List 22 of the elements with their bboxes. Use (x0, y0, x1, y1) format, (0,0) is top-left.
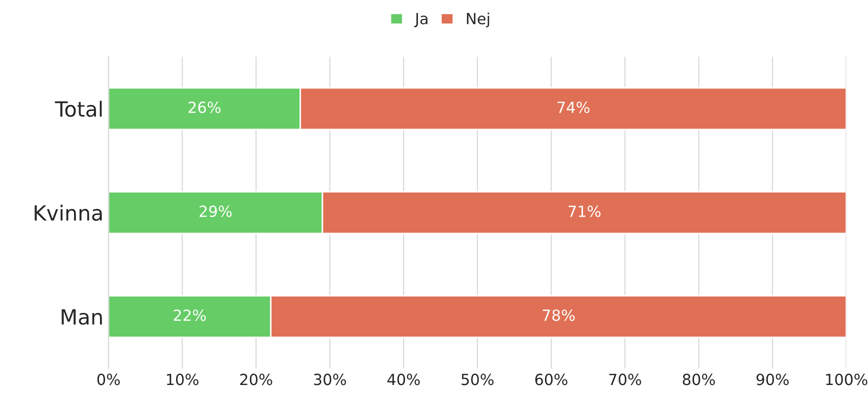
x-tick-label: 20% (240, 374, 272, 386)
legend-label: Nej (466, 12, 490, 28)
text: 71% (568, 206, 601, 218)
text: 29% (200, 206, 232, 218)
y-tick-label: Man (62, 309, 102, 325)
x-tick-label: 60% (535, 374, 568, 386)
x-tick-label: 40% (387, 374, 420, 386)
x-tick-label: 30% (314, 374, 346, 386)
text: 22% (174, 309, 206, 322)
x-tick-label: 80% (682, 374, 715, 386)
y-tick-label: Total (54, 100, 102, 117)
text: 74% (558, 102, 590, 114)
text: 26% (188, 102, 221, 114)
x-tick-label: 70% (609, 374, 642, 386)
x-tick-label: 10% (166, 374, 198, 386)
x-tick-label: 0% (97, 374, 120, 386)
x-tick-label: 90% (756, 374, 789, 386)
text: 78% (542, 309, 575, 322)
legend-label: Ja (414, 13, 428, 28)
x-tick-label: 100% (826, 374, 868, 386)
y-tick-label: Kvinna (34, 204, 102, 221)
x-tick-label: 50% (462, 374, 494, 386)
